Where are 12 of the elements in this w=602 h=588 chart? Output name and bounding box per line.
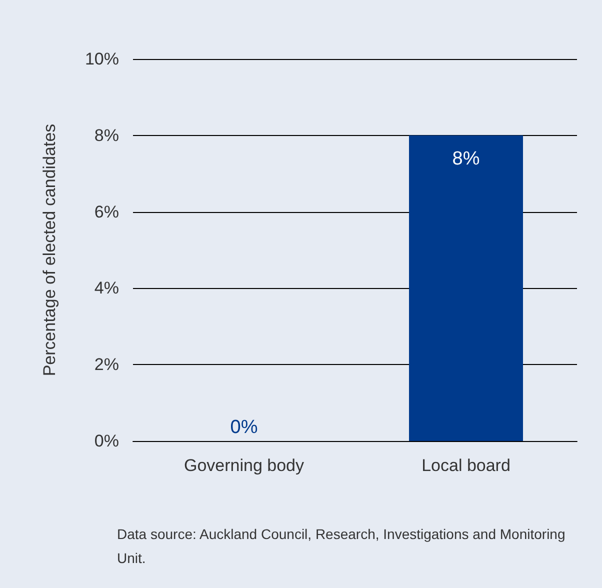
y-tick-label: 4%: [94, 278, 119, 298]
source-note: Data source: Auckland Council, Research, Investigations and Monitoring Unit.: [117, 526, 570, 566]
y-tick-label: 8%: [94, 126, 119, 145]
y-axis-title: Percentage of elected candidates: [40, 124, 59, 376]
x-tick-label: Governing body: [184, 456, 305, 475]
y-tick-label: 10%: [84, 50, 119, 68]
data-label: 8%: [452, 148, 480, 170]
x-tick-label: Local board: [422, 456, 510, 475]
y-tick-label: 2%: [94, 355, 119, 374]
data-label: 0%: [230, 417, 258, 438]
y-tick-label: 0%: [94, 432, 119, 450]
y-tick-label: 6%: [94, 202, 119, 222]
